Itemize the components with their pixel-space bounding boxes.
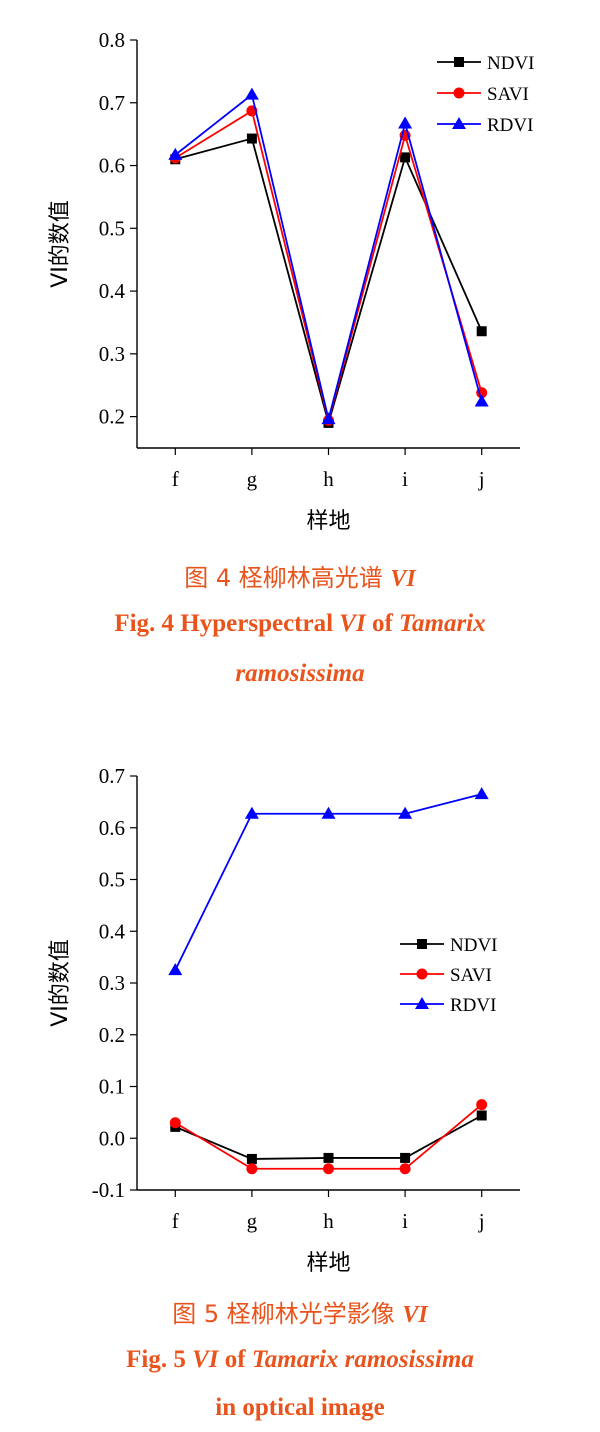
- legend-rdvi-marker: [452, 117, 466, 129]
- caption-en-fig4-of: of: [365, 610, 400, 637]
- caption-en-fig5-tamarix: Tamarix ramosissima: [251, 1346, 474, 1373]
- y-tick-label: 0.7: [99, 764, 125, 788]
- legend-rdvi-marker: [415, 997, 429, 1009]
- savi-point: [169, 1117, 181, 1129]
- legend-ndvi-marker: [417, 939, 427, 949]
- caption-cn-fig4-lead: 图 4 柽柳林高光谱: [184, 564, 391, 592]
- rdvi-point: [321, 806, 336, 819]
- caption-en-fig4-species: ramosissima: [235, 660, 365, 687]
- x-tick-label: g: [247, 467, 258, 491]
- x-tick-label: j: [478, 1209, 485, 1233]
- caption-cn-fig4-vi: VI: [390, 566, 416, 592]
- savi-point: [323, 1163, 334, 1175]
- y-tick-label: 0.6: [99, 816, 125, 840]
- ndvi-line: [174, 1114, 483, 1160]
- y-tick-label: 0.7: [99, 91, 125, 115]
- y-axis-title: VI的数值: [48, 200, 73, 288]
- rdvi-point: [321, 412, 336, 425]
- rdvi-point: [168, 147, 183, 160]
- caption-en-fig5-vi: VI: [192, 1346, 219, 1373]
- caption-cn-fig5-lead: 图 5 柽柳林光学影像: [172, 1300, 403, 1328]
- caption-en-fig5-species: in optical image: [215, 1394, 385, 1421]
- caption-en-fig5-lead: Fig. 5: [126, 1346, 193, 1373]
- caption-en-fig4-lead: Fig. 4 Hyperspectral: [114, 610, 340, 637]
- x-axis-title: 样地: [306, 509, 350, 534]
- savi-point: [476, 1099, 488, 1111]
- y-tick-label: 0.5: [99, 216, 125, 240]
- rdvi-point: [474, 394, 489, 407]
- legend-ndvi-label: NDVI: [487, 53, 535, 74]
- caption-en-fig4-line1: Fig. 4 Hyperspectral VI of Tamarix: [0, 610, 600, 638]
- caption-cn-fig5: 图 5 柽柳林光学影像 VI: [0, 1294, 600, 1329]
- x-tick-label: i: [402, 467, 408, 491]
- caption-en-fig5-line2: in optical image: [0, 1394, 600, 1422]
- rdvi-point: [168, 963, 183, 976]
- caption-en-fig4-line2: ramosissima: [0, 660, 600, 688]
- ndvi-point: [400, 152, 411, 163]
- rdvi-point: [244, 87, 259, 100]
- caption-en-fig5-line1: Fig. 5 VI of Tamarix ramosissima: [0, 1346, 600, 1374]
- rdvi-point: [474, 787, 489, 800]
- x-tick-label: i: [402, 1209, 408, 1233]
- x-tick-label: h: [323, 1209, 334, 1233]
- y-tick-label: 0.0: [99, 1126, 125, 1150]
- ndvi-point: [400, 1152, 411, 1163]
- x-axis-title: 样地: [306, 1251, 350, 1276]
- y-tick-label: 0.4: [99, 919, 126, 943]
- ndvi-line: [175, 137, 483, 427]
- x-tick-label: f: [172, 467, 179, 491]
- y-tick-label: 0.3: [99, 342, 125, 366]
- ndvi-point: [323, 1152, 334, 1163]
- figure-4: 0.2 0.3 0.4 0.5 0.6 0.7 0.8 f g h i j VI的数值样地 NDVI SAV…: [0, 28, 600, 688]
- savi-line: [174, 109, 483, 421]
- caption-en-fig4-vi: VI: [339, 610, 366, 637]
- savi-point: [399, 1163, 411, 1175]
- y-tick-label: 0.4: [99, 279, 126, 303]
- chart-fig5: -0.1 0.0 0.1 0.2 0.3 0.4 0.5 0.6 0.7 f g h i j VI的数值样地…: [48, 764, 520, 1276]
- y-tick-label: 0.8: [99, 28, 125, 52]
- y-tick-label: 0.1: [99, 1075, 125, 1099]
- legend-savi-marker: [453, 87, 465, 99]
- legend-rdvi-label: RDVI: [487, 115, 533, 136]
- ndvi-point: [476, 1110, 487, 1121]
- legend-savi-label: SAVI: [450, 965, 492, 986]
- legend-savi-label: SAVI: [487, 84, 529, 105]
- x-tick-label: h: [323, 467, 334, 491]
- y-tick-label: -0.1: [92, 1178, 125, 1202]
- figure-5: -0.1 0.0 0.1 0.2 0.3 0.4 0.5 0.6 0.7 f g h i j VI的数值样地…: [0, 720, 600, 1432]
- rdvi-point: [244, 806, 259, 819]
- legend-rdvi-label: RDVI: [450, 995, 496, 1016]
- y-axis-title: VI的数值: [48, 939, 73, 1027]
- caption-cn-fig4: 图 4 柽柳林高光谱 VI: [0, 558, 600, 593]
- savi-point: [246, 1163, 258, 1175]
- rdvi-point: [398, 116, 413, 129]
- y-tick-label: 0.6: [99, 154, 125, 178]
- x-tick-label: g: [247, 1209, 258, 1233]
- x-tick-label: f: [172, 1209, 179, 1233]
- rdvi-point: [398, 806, 413, 819]
- caption-en-fig4-tamarix: Tamarix: [399, 610, 486, 637]
- legend-savi-marker: [416, 968, 428, 980]
- y-tick-label: 0.3: [99, 971, 125, 995]
- y-tick-label: 0.5: [99, 868, 125, 892]
- legend-ndvi-label: NDVI: [450, 935, 498, 956]
- rdvi-line: [174, 93, 483, 420]
- ndvi-point: [246, 133, 257, 144]
- caption-cn-fig5-vi: VI: [402, 1302, 428, 1328]
- caption-en-fig5-of: of: [218, 1346, 252, 1373]
- ndvi-point: [476, 326, 487, 337]
- ndvi-point: [246, 1153, 257, 1164]
- y-tick-label: 0.2: [99, 405, 125, 429]
- y-tick-label: 0.2: [99, 1023, 125, 1047]
- x-tick-label: j: [478, 467, 485, 491]
- legend-ndvi-marker: [454, 57, 464, 67]
